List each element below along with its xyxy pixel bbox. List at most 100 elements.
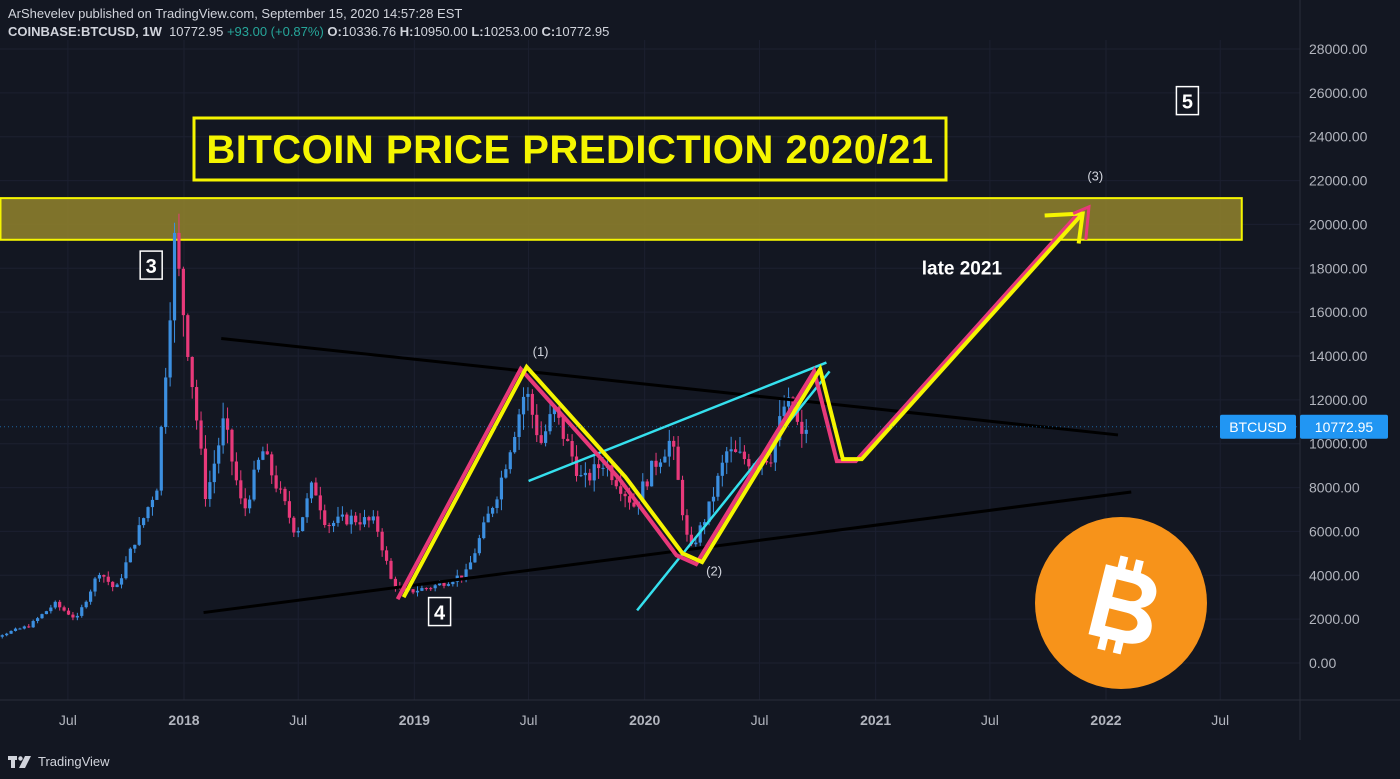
candle-body	[274, 475, 278, 489]
candle-body	[230, 429, 234, 462]
candle-body	[619, 486, 623, 494]
candle-body	[473, 553, 477, 563]
candle-body	[517, 414, 521, 437]
candle-body	[393, 578, 398, 587]
candle-body	[58, 601, 62, 608]
candle-body	[367, 517, 371, 521]
y-tick-label: 6000.00	[1309, 523, 1360, 539]
prediction-arrow-pink	[1072, 204, 1091, 240]
candle-body	[495, 499, 499, 508]
candle-body	[199, 420, 203, 449]
candle-body	[186, 315, 190, 357]
candle-body	[221, 418, 225, 446]
candle-body	[203, 448, 208, 500]
title-box	[192, 116, 948, 182]
candle-body	[627, 496, 632, 503]
label-5-box	[1175, 85, 1200, 116]
candle-body	[27, 626, 31, 628]
candle-body	[742, 451, 746, 460]
candle-body	[446, 584, 451, 586]
candle-body	[685, 515, 689, 535]
candle-body	[667, 440, 671, 457]
candle-body	[261, 451, 265, 460]
candle-body	[314, 482, 318, 496]
candle-body	[526, 393, 530, 397]
candle-body	[9, 630, 13, 634]
candle-body	[283, 488, 287, 502]
y-tick-label: 10000.00	[1309, 436, 1368, 452]
symbol-label[interactable]: COINBASE:BTCUSD, 1W	[8, 24, 162, 39]
candle-body	[720, 462, 724, 476]
candle-body	[460, 575, 464, 578]
bitcoin-b-icon	[1088, 555, 1157, 655]
low-label: L:	[471, 24, 484, 39]
resistance-zone	[0, 197, 1243, 241]
wave-2-label: (2)	[706, 563, 722, 578]
price-change: +93.00 (+0.87%)	[226, 24, 324, 39]
close-value: 10772.95	[555, 24, 610, 39]
candle-body	[146, 507, 150, 519]
prediction-arrow-head	[1044, 211, 1085, 244]
candle-body	[725, 451, 729, 463]
candle-body	[513, 436, 517, 453]
candle-body	[142, 518, 146, 526]
candle-body	[49, 607, 53, 612]
candle-body	[371, 516, 375, 521]
candle-body	[733, 449, 738, 452]
candle-body	[769, 462, 773, 464]
candle-body	[380, 531, 384, 551]
candle-body	[305, 498, 309, 518]
x-tick-label: Jul	[289, 712, 307, 728]
symbol-tag-label: BTCUSD	[1229, 419, 1287, 435]
price-tag-value: 10772.95	[1315, 419, 1374, 435]
candle-body	[150, 499, 155, 508]
candle-body	[451, 581, 455, 585]
candle-body	[13, 628, 18, 631]
wave-3-label: (3)	[1087, 169, 1103, 184]
candle-body	[663, 456, 667, 463]
candle-body	[424, 588, 428, 590]
candle-body	[248, 499, 252, 509]
candle-body	[35, 618, 40, 622]
candle-body	[292, 517, 296, 533]
candle-body	[71, 614, 75, 618]
y-tick-label: 18000.00	[1309, 260, 1368, 276]
wave-1-label: (1)	[533, 344, 549, 359]
candle-body	[270, 454, 274, 476]
y-tick-label: 22000.00	[1309, 173, 1368, 189]
candle-body	[340, 514, 344, 517]
candle-body	[278, 488, 283, 490]
candle-body	[336, 516, 340, 523]
open-value: 10336.76	[341, 24, 397, 39]
candle-body	[570, 441, 574, 457]
candle-body	[654, 460, 658, 467]
x-tick-label: 2018	[168, 712, 199, 728]
candle-body	[583, 472, 587, 476]
y-tick-label: 24000.00	[1309, 129, 1368, 145]
candle-body	[159, 426, 163, 491]
candle-body	[296, 531, 300, 533]
tradingview-footer[interactable]: TradingView	[8, 754, 110, 769]
candle-body	[119, 578, 124, 585]
candle-body	[645, 481, 649, 487]
candle-body	[795, 410, 800, 422]
candle-body	[566, 438, 570, 442]
price-tag-bg[interactable]	[1300, 414, 1388, 439]
candle-body	[93, 578, 97, 592]
x-tick-label: 2021	[860, 712, 891, 728]
candle-body	[544, 431, 548, 443]
candle-body	[265, 451, 269, 455]
candle-body	[168, 320, 172, 378]
candle-body	[354, 515, 358, 523]
candle-body	[601, 467, 605, 469]
y-tick-label: 0.00	[1309, 655, 1336, 671]
candle-body	[190, 356, 194, 388]
x-tick-label: Jul	[751, 712, 769, 728]
tradingview-brand: TradingView	[38, 754, 110, 769]
candle-body	[208, 482, 212, 500]
channel-bottom	[636, 370, 831, 612]
candle-body	[561, 417, 565, 439]
high-label: H:	[399, 24, 414, 39]
candle-body	[133, 544, 137, 549]
